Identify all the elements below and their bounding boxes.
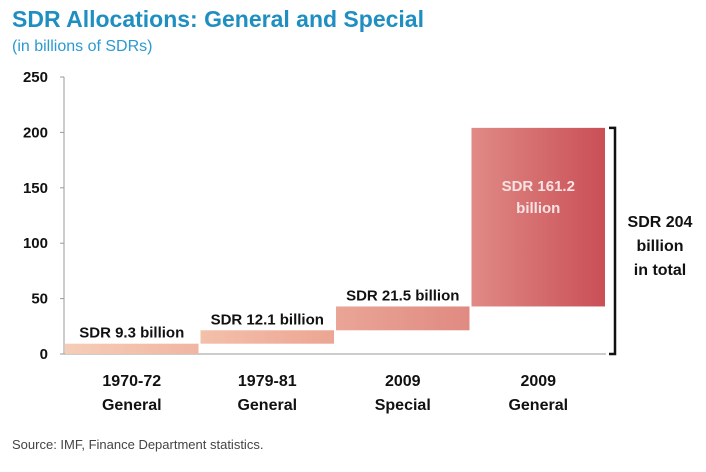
category-label: General [237,397,297,414]
category-label: Special [375,397,431,414]
bar-label: SDR 161.2 [502,178,575,195]
total-bracket [609,126,617,356]
category-label: General [102,397,162,414]
bar-label: SDR 9.3 billion [79,325,184,342]
bar-1 [65,343,199,354]
y-tick-label: 50 [31,291,48,308]
category-label: 1970-72 [102,373,161,390]
y-tick-label: 150 [23,180,48,197]
bar-3 [336,306,470,331]
category-label: 2009 [385,373,421,390]
bar-label: SDR 12.1 billion [211,311,324,328]
total-label: in total [634,262,686,279]
y-tick-label: 250 [23,69,48,86]
chart-subtitle: (in billions of SDRs) [12,38,153,55]
y-tick-label: 200 [23,124,48,141]
bar-label: SDR 21.5 billion [346,287,459,304]
chart-title: SDR Allocations: General and Special [12,6,424,32]
bar-label: billion [516,200,560,217]
category-label: 1979-81 [238,373,297,390]
y-tick-label: 100 [23,235,48,252]
bar-2 [200,330,334,344]
total-label: SDR 204 [628,214,693,231]
bar-4 [471,127,605,307]
category-label: General [508,397,568,414]
total-label: billion [636,238,683,255]
y-tick-label: 0 [40,346,48,363]
category-label: 2009 [520,373,556,390]
source-note: Source: IMF, Finance Department statisti… [12,437,264,452]
